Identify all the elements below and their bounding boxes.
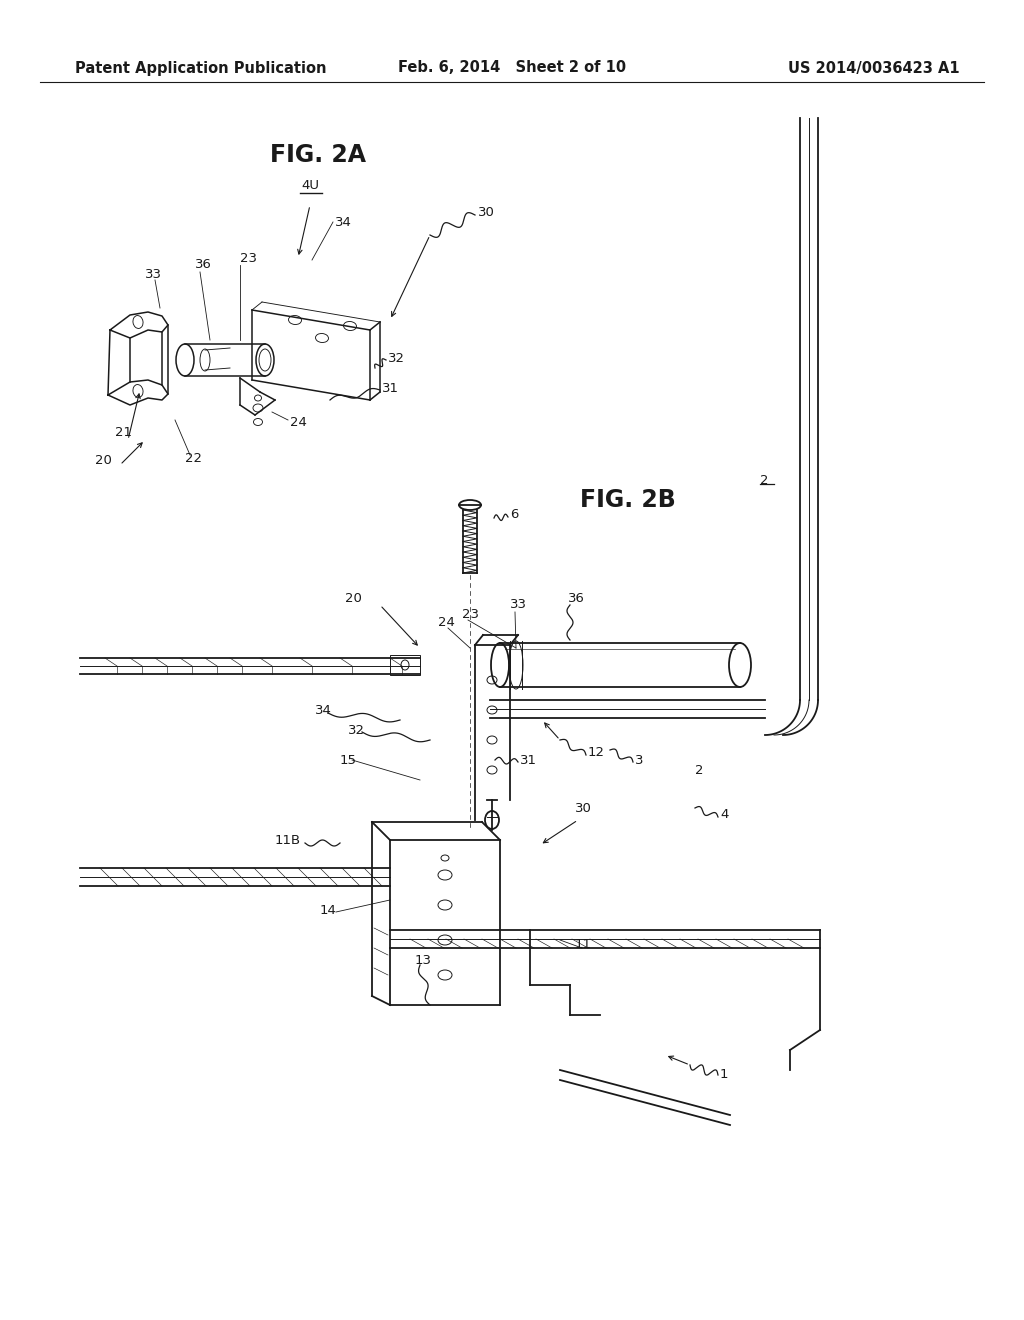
Text: 11B: 11B	[275, 833, 301, 846]
Text: 1: 1	[720, 1068, 728, 1081]
Text: 24: 24	[290, 416, 307, 429]
Text: 32: 32	[388, 351, 406, 364]
Text: 36: 36	[195, 259, 212, 272]
Text: 20: 20	[345, 591, 361, 605]
Text: 23: 23	[462, 609, 479, 622]
Text: Feb. 6, 2014   Sheet 2 of 10: Feb. 6, 2014 Sheet 2 of 10	[398, 61, 626, 75]
Text: 6: 6	[510, 508, 518, 521]
Text: FIG. 2B: FIG. 2B	[580, 488, 676, 512]
Text: 2: 2	[695, 763, 703, 776]
Ellipse shape	[490, 643, 509, 686]
Text: 33: 33	[510, 598, 527, 611]
Text: 11: 11	[575, 939, 592, 952]
Text: 33: 33	[145, 268, 162, 281]
Text: 34: 34	[315, 704, 332, 717]
Ellipse shape	[729, 643, 751, 686]
Text: 31: 31	[382, 381, 399, 395]
Text: 3: 3	[635, 754, 643, 767]
Text: 15: 15	[340, 754, 357, 767]
Text: 20: 20	[95, 454, 112, 466]
Text: 22: 22	[185, 451, 202, 465]
Text: 13: 13	[415, 953, 432, 966]
Text: 30: 30	[575, 801, 592, 814]
Text: 32: 32	[348, 723, 365, 737]
Text: 24: 24	[438, 615, 455, 628]
Text: US 2014/0036423 A1: US 2014/0036423 A1	[788, 61, 961, 75]
Text: 34: 34	[335, 215, 352, 228]
Text: 2: 2	[760, 474, 768, 487]
Text: 36: 36	[568, 591, 585, 605]
Text: 4: 4	[720, 808, 728, 821]
Text: 4U: 4U	[301, 180, 319, 191]
Text: 14: 14	[319, 903, 337, 916]
Text: Patent Application Publication: Patent Application Publication	[75, 61, 327, 75]
Text: 23: 23	[240, 252, 257, 264]
Text: 31: 31	[520, 754, 537, 767]
Text: FIG. 2A: FIG. 2A	[270, 143, 366, 168]
Text: 30: 30	[478, 206, 495, 219]
Text: 21: 21	[115, 425, 132, 438]
Ellipse shape	[485, 810, 499, 829]
Text: 12: 12	[588, 746, 605, 759]
